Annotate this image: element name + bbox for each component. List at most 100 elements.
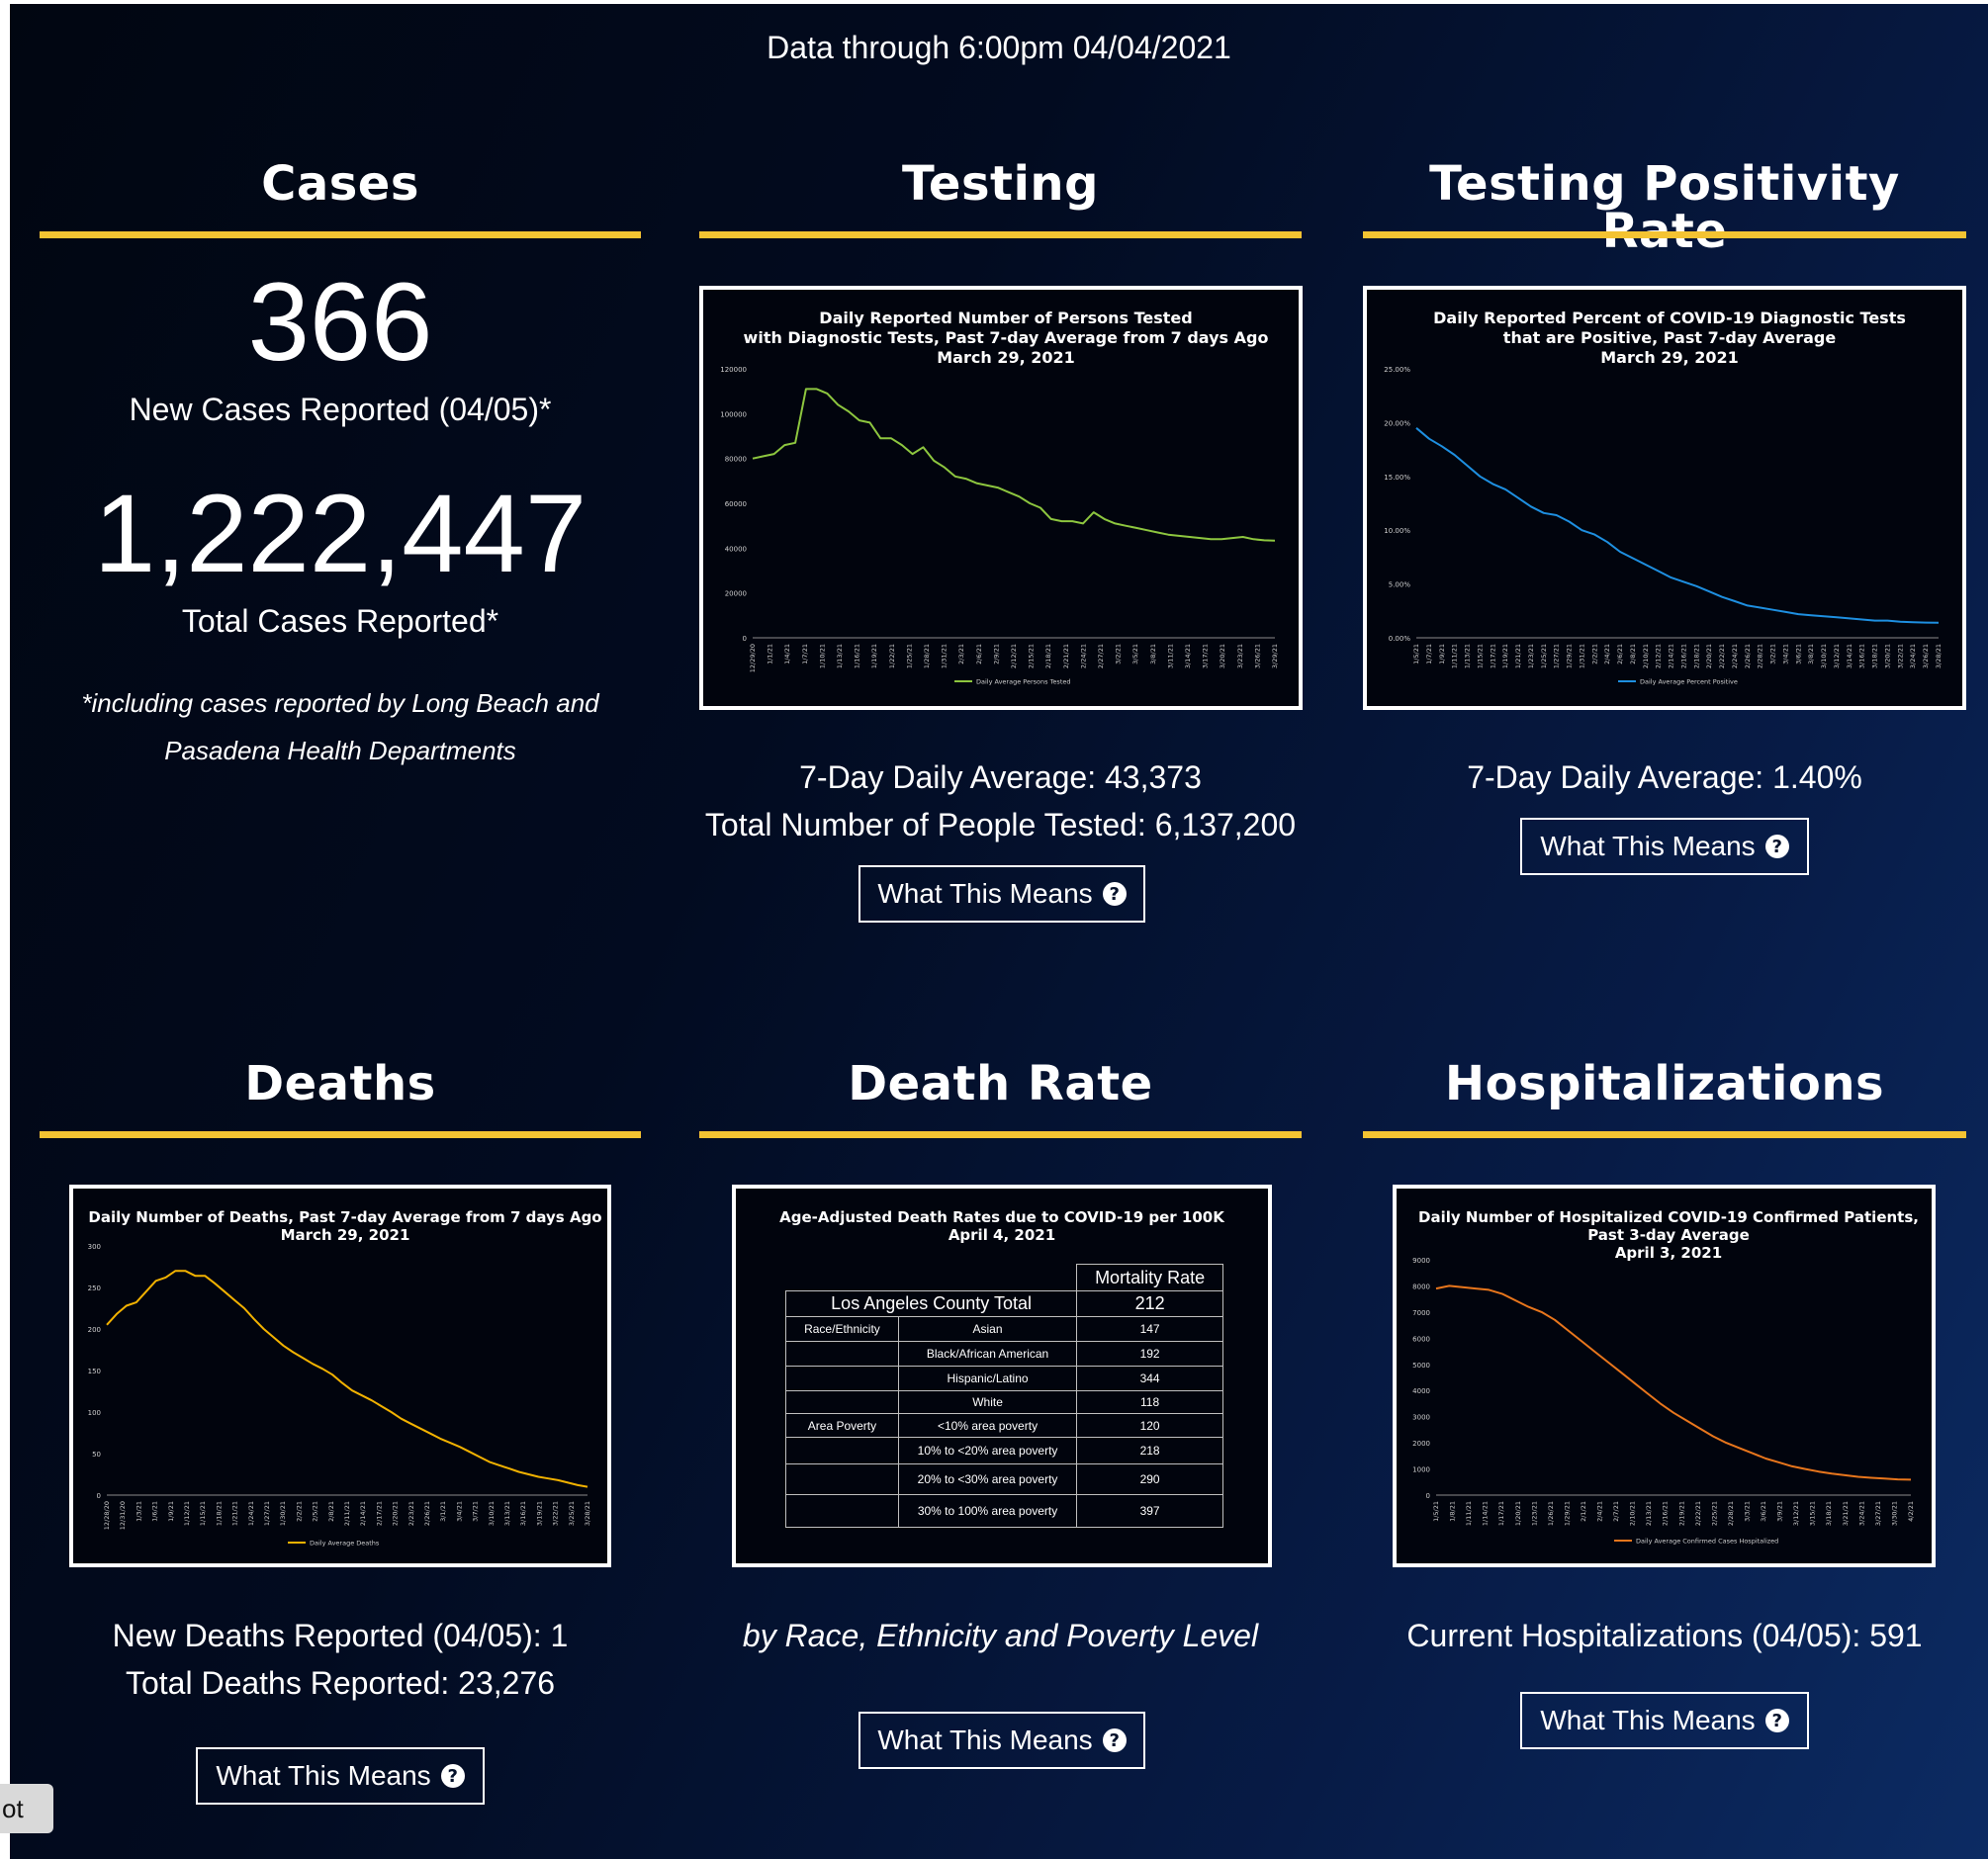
x-tick-label: 3/23/21	[1236, 644, 1244, 668]
y-tick-label: 40000	[725, 545, 747, 553]
x-tick-label: 1/31/21	[941, 644, 949, 668]
x-tick-label: 1/19/21	[870, 644, 878, 668]
y-tick-label: 200	[88, 1326, 101, 1334]
testing-title: Testing	[902, 156, 1099, 212]
x-tick-label: 2/24/21	[1731, 644, 1739, 668]
x-tick-label: 1/15/21	[199, 1501, 207, 1526]
positivity-daily-average: 7-Day Daily Average: 1.40%	[1467, 759, 1862, 795]
x-tick-label: 2/2/21	[1590, 644, 1598, 664]
table-row-value: 344	[1076, 1366, 1223, 1391]
x-tick-label: 12/31/20	[119, 1501, 127, 1530]
x-tick-label: 3/19/21	[535, 1501, 543, 1526]
total-cases-label: Total Cases Reported*	[181, 603, 499, 639]
y-tick-label: 150	[88, 1368, 101, 1375]
x-tick-label: 3/27/21	[1874, 1501, 1882, 1526]
x-tick-label: 2/25/21	[1710, 1501, 1718, 1526]
x-tick-label: 2/14/21	[1668, 644, 1675, 668]
series-line	[1435, 1284, 1912, 1481]
x-tick-label: 3/16/21	[1858, 644, 1866, 668]
x-tick-label: 1/29/21	[1563, 1501, 1571, 1526]
testing-button-label: What This Means	[877, 878, 1093, 909]
y-tick-label: 20.00%	[1384, 419, 1410, 427]
x-tick-label: 3/18/21	[1871, 644, 1879, 668]
positivity-what-this-means-button[interactable]: What This Means ?	[1520, 818, 1809, 875]
hospitalizations-what-this-means-button[interactable]: What This Means ?	[1520, 1692, 1809, 1749]
table-row-label: Asian	[897, 1316, 1078, 1342]
x-tick-label: 2/24/21	[1079, 644, 1087, 668]
current-hospitalizations: Current Hospitalizations (04/05): 591	[1406, 1618, 1923, 1653]
x-tick-label: 2/26/21	[1744, 644, 1752, 668]
x-tick-label: 1/23/21	[1527, 644, 1535, 668]
x-tick-label: 1/7/21	[1425, 644, 1433, 664]
y-tick-label: 25.00%	[1384, 366, 1410, 374]
x-tick-label: 3/29/21	[1271, 644, 1279, 668]
y-tick-label: 8000	[1412, 1283, 1430, 1290]
data-through-note: Data through 6:00pm 04/04/2021	[767, 30, 1231, 65]
x-tick-label: 3/12/21	[1833, 644, 1841, 668]
testing-what-this-means-button[interactable]: What This Means ?	[858, 865, 1145, 923]
table-group-race: Race/Ethnicity	[785, 1316, 899, 1342]
hosp-chart-title-1: Daily Number of Hospitalized COVID-19 Co…	[1418, 1208, 1919, 1226]
dashboard-panel: Data through 6:00pm 04/04/2021 Cases 366…	[10, 4, 1988, 1859]
legend-label: Daily Average Deaths	[310, 1540, 380, 1548]
x-tick-label: 2/8/21	[327, 1501, 335, 1522]
x-tick-label: 12/29/20	[749, 644, 757, 672]
legend-label: Daily Average Persons Tested	[976, 678, 1071, 686]
y-tick-label: 250	[88, 1284, 101, 1292]
x-tick-label: 3/26/21	[1922, 644, 1930, 668]
table-row-value: 290	[1076, 1463, 1223, 1495]
x-tick-label: 1/18/21	[215, 1501, 223, 1526]
death-rate-title: Death Rate	[848, 1056, 1153, 1111]
table-row-label: 30% to 100% area poverty	[897, 1494, 1078, 1528]
y-tick-label: 15.00%	[1384, 474, 1410, 482]
death-rate-button-label: What This Means	[877, 1725, 1093, 1755]
cases-footnote-line2: Pasadena Health Departments	[164, 736, 516, 765]
table-total-label: Los Angeles County Total	[784, 1290, 1078, 1317]
x-tick-label: 3/11/21	[1166, 644, 1174, 668]
question-circle-icon: ?	[1102, 1728, 1127, 1752]
x-tick-label: 2/12/21	[1655, 644, 1663, 668]
x-tick-label: 2/14/21	[359, 1501, 367, 1526]
feedback-side-tab[interactable]: ot	[0, 1784, 53, 1833]
x-tick-label: 3/22/21	[552, 1501, 560, 1526]
x-tick-label: 1/6/21	[151, 1501, 159, 1522]
x-tick-label: 2/6/21	[1616, 644, 1624, 664]
series-line	[106, 1270, 588, 1488]
death-rate-what-this-means-button[interactable]: What This Means ?	[858, 1712, 1145, 1769]
y-tick-label: 20000	[725, 590, 747, 598]
x-tick-label: 3/5/21	[1131, 644, 1139, 664]
table-row-label: Hispanic/Latino	[897, 1366, 1078, 1391]
question-circle-icon: ?	[1764, 1709, 1789, 1732]
x-tick-label: 1/21/21	[1514, 644, 1522, 668]
y-tick-label: 2000	[1412, 1440, 1430, 1448]
x-tick-label: 1/12/21	[183, 1501, 191, 1526]
x-tick-label: 3/28/21	[584, 1501, 591, 1526]
x-tick-label: 1/17/21	[1489, 644, 1496, 668]
x-tick-label: 1/15/21	[1476, 644, 1484, 668]
x-tick-label: 2/18/21	[1692, 644, 1700, 668]
hospitalizations-chart: Daily Number of Hospitalized COVID-19 Co…	[1393, 1185, 1936, 1567]
y-tick-label: 1000	[1412, 1466, 1430, 1474]
series-line	[752, 388, 1276, 542]
table-row-value: 118	[1076, 1390, 1223, 1414]
death-rate-table-image: Age-Adjusted Death Rates due to COVID-19…	[732, 1185, 1272, 1567]
x-tick-label: 3/4/21	[455, 1501, 463, 1522]
x-tick-label: 2/7/21	[1612, 1501, 1620, 1522]
x-tick-label: 1/7/21	[801, 644, 809, 664]
x-tick-label: 1/19/21	[1501, 644, 1509, 668]
positivity-button-label: What This Means	[1540, 831, 1756, 861]
positivity-chart-title-2: that are Positive, Past 7-day Average	[1503, 328, 1837, 347]
x-tick-label: 2/20/21	[1705, 644, 1713, 668]
series-line	[1415, 427, 1940, 624]
x-tick-label: 2/26/21	[423, 1501, 431, 1526]
question-circle-icon: ?	[440, 1764, 465, 1788]
x-tick-label: 2/28/21	[1757, 644, 1764, 668]
table-row-value: 192	[1076, 1341, 1223, 1367]
x-tick-label: 1/31/21	[1578, 644, 1585, 668]
x-tick-label: 1/4/21	[783, 644, 791, 664]
x-tick-label: 3/6/21	[1760, 1501, 1767, 1522]
deaths-what-this-means-button[interactable]: What This Means ?	[196, 1747, 485, 1805]
cases-title: Cases	[261, 156, 419, 212]
x-tick-label: 3/4/21	[1781, 644, 1789, 664]
x-tick-label: 1/3/21	[135, 1501, 142, 1522]
